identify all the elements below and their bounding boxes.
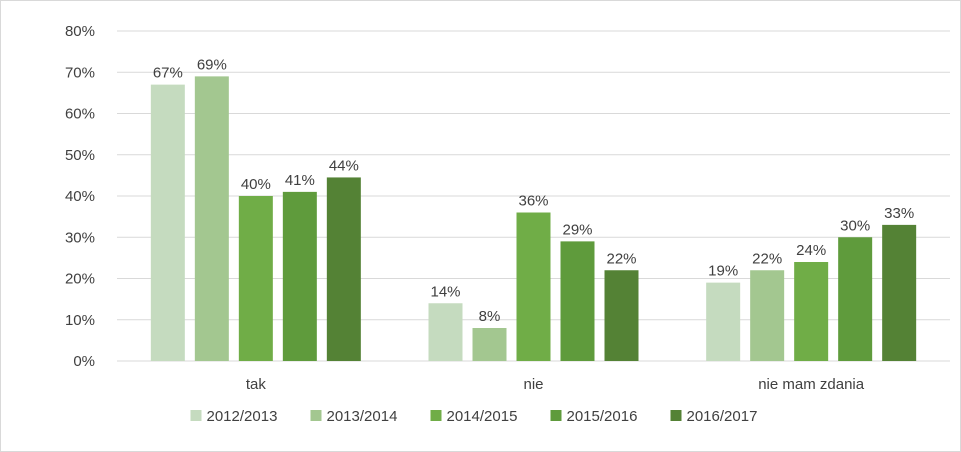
- legend-swatch: [190, 410, 202, 421]
- bar: [194, 76, 229, 361]
- data-label: 29%: [562, 221, 592, 238]
- legend-label: 2016/2017: [687, 408, 758, 425]
- category-labels: tak nie nie mam zdania: [246, 376, 865, 393]
- y-tick-label: 40%: [65, 188, 95, 205]
- data-label: 33%: [884, 205, 914, 222]
- data-label: 69%: [197, 56, 227, 73]
- bar: [472, 328, 507, 361]
- bar: [428, 303, 463, 361]
- data-label: 19%: [708, 263, 738, 280]
- legend-label: 2012/2013: [207, 408, 278, 425]
- bar: [326, 177, 361, 361]
- data-label: 67%: [153, 65, 183, 82]
- y-tick-label: 60%: [65, 106, 95, 123]
- data-label: 22%: [606, 250, 636, 267]
- y-tick-label: 50%: [65, 147, 95, 164]
- legend-swatch: [550, 410, 562, 421]
- data-label: 22%: [752, 250, 782, 267]
- data-labels: 67% 69% 40% 41% 44% 14% 8% 36% 29% 22% 19% 22% 24% 30…: [153, 56, 914, 325]
- legend-label: 2013/2014: [327, 408, 398, 425]
- y-axis-ticks: 0% 10% 20% 30% 40% 50% 60% 70% 80%: [65, 23, 95, 370]
- bars: [150, 76, 917, 361]
- data-label: 24%: [796, 242, 826, 259]
- data-label: 8%: [479, 308, 501, 325]
- bar: [604, 270, 639, 361]
- legend-label: 2015/2016: [567, 408, 638, 425]
- bar: [838, 237, 873, 361]
- y-tick-label: 30%: [65, 229, 95, 246]
- legend-swatch: [310, 410, 322, 421]
- data-label: 40%: [241, 176, 271, 193]
- legend-swatch: [430, 410, 442, 421]
- bar: [282, 191, 317, 361]
- data-label: 36%: [518, 193, 548, 210]
- bar: [794, 262, 829, 361]
- y-tick-label: 20%: [65, 271, 95, 288]
- legend-label: 2014/2015: [447, 408, 518, 425]
- legend: 2012/2013 2013/2014 2014/2015 2015/2016 2016…: [190, 408, 758, 425]
- bar: [882, 224, 917, 361]
- data-label: 41%: [285, 172, 315, 189]
- data-label: 44%: [329, 157, 359, 174]
- y-tick-label: 70%: [65, 64, 95, 81]
- category-label: nie: [523, 376, 543, 393]
- y-tick-label: 80%: [65, 23, 95, 40]
- bar: [238, 196, 273, 361]
- data-label: 30%: [840, 217, 870, 234]
- y-tick-label: 10%: [65, 312, 95, 329]
- bar: [750, 270, 785, 361]
- legend-swatch: [670, 410, 682, 421]
- bar: [560, 241, 595, 361]
- data-label: 14%: [430, 283, 460, 300]
- bar: [516, 212, 551, 361]
- bar: [706, 282, 741, 361]
- category-label: tak: [246, 376, 267, 393]
- category-label: nie mam zdania: [758, 376, 865, 393]
- y-tick-label: 0%: [73, 353, 95, 370]
- bar: [150, 84, 185, 361]
